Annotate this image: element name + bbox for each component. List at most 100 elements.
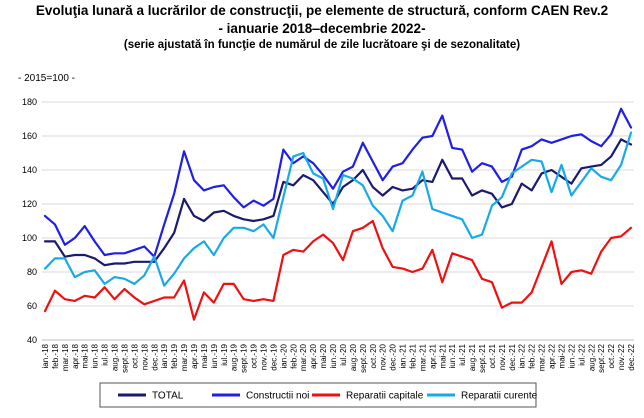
- data-point: [113, 276, 116, 278]
- data-point: [451, 147, 453, 149]
- data-point: [441, 211, 443, 214]
- data-point: [580, 269, 582, 271]
- data-point: [541, 138, 543, 140]
- data-point: [153, 256, 155, 258]
- data-point: [183, 150, 185, 152]
- x-tick-label: mai-22: [557, 343, 566, 368]
- data-point: [531, 189, 533, 191]
- x-tick-label: aug.-19: [230, 343, 239, 371]
- series-line-reparatii-capitale: [43, 219, 633, 321]
- data-point: [243, 218, 245, 220]
- data-point: [431, 249, 433, 251]
- data-point: [471, 194, 473, 197]
- data-point: [94, 257, 96, 259]
- data-point: [233, 196, 235, 198]
- data-point: [560, 138, 563, 140]
- x-tick-label: iun.-20: [329, 343, 338, 368]
- data-point: [461, 256, 463, 258]
- x-tick-label: nov.-21: [498, 343, 507, 370]
- x-tick-label: feb.-20: [289, 343, 298, 368]
- data-point: [580, 133, 582, 135]
- data-point: [302, 251, 304, 253]
- data-point: [133, 296, 135, 299]
- data-point: [590, 140, 592, 142]
- data-point: [292, 155, 294, 157]
- data-point: [94, 240, 96, 242]
- x-tick-label: feb.-21: [408, 343, 417, 368]
- x-tick-label: sept.-21: [478, 343, 487, 372]
- data-point: [74, 237, 76, 239]
- x-tick-label: iul.-21: [458, 343, 467, 365]
- x-tick-label: sept.-20: [359, 343, 368, 372]
- data-point: [74, 276, 76, 278]
- data-point: [252, 220, 255, 222]
- data-point: [153, 300, 155, 302]
- data-point: [332, 188, 334, 190]
- x-tick-label: oct.-20: [369, 343, 378, 368]
- data-point: [521, 183, 523, 185]
- data-point: [272, 215, 275, 217]
- y-tick-label: 100: [22, 233, 37, 243]
- x-tick-label: iun.-18: [91, 343, 100, 368]
- x-tick-label: feb.-22: [528, 343, 537, 368]
- data-point: [163, 296, 165, 299]
- data-point: [580, 181, 582, 183]
- x-tick-label: apr.-18: [71, 343, 80, 368]
- x-tick-label: mar.-18: [61, 343, 70, 371]
- data-point: [620, 138, 622, 140]
- data-point: [630, 126, 632, 129]
- data-point: [64, 257, 66, 259]
- x-tick-label: aug.-20: [349, 343, 358, 371]
- data-point: [541, 160, 543, 163]
- x-tick-label: ian.-20: [279, 343, 288, 368]
- data-point: [143, 303, 145, 305]
- x-tick-label: mai-20: [319, 343, 328, 368]
- data-point: [54, 290, 56, 292]
- y-tick-label: 180: [22, 97, 37, 107]
- data-point: [223, 184, 225, 186]
- data-point: [411, 194, 414, 197]
- data-point: [610, 155, 612, 157]
- data-point: [411, 188, 414, 190]
- data-point: [491, 166, 493, 168]
- data-point: [302, 152, 304, 154]
- y-tick-label: 60: [27, 301, 37, 311]
- data-point: [441, 159, 443, 161]
- data-point: [501, 196, 503, 198]
- data-point: [342, 259, 344, 261]
- data-point: [521, 166, 523, 168]
- data-point: [223, 283, 225, 285]
- chart-subtitle: (serie ajustată în funcţie de numărul de…: [123, 39, 521, 51]
- x-tick-label: iul.-22: [577, 343, 586, 365]
- x-tick-label: iul.-19: [220, 343, 229, 365]
- data-point: [431, 135, 433, 137]
- data-point: [282, 196, 284, 198]
- data-point: [84, 271, 86, 273]
- data-point: [282, 254, 284, 256]
- data-point: [312, 179, 314, 181]
- data-point: [193, 319, 195, 321]
- data-point: [193, 215, 195, 217]
- x-tick-label: mar.-19: [180, 343, 189, 371]
- data-point: [461, 149, 463, 151]
- x-tick-label: apr.-20: [309, 343, 318, 368]
- data-point: [401, 162, 404, 164]
- data-point: [491, 281, 493, 283]
- data-point: [620, 164, 622, 166]
- data-point: [213, 254, 215, 256]
- data-point: [243, 298, 245, 300]
- x-tick-label: nov.-19: [260, 343, 269, 370]
- data-point: [382, 247, 384, 249]
- base-year-note: - 2015=100 -: [18, 73, 75, 84]
- data-point: [362, 142, 364, 144]
- data-point: [610, 237, 612, 239]
- data-point: [372, 205, 374, 207]
- data-point: [352, 166, 354, 168]
- x-tick-label: aug.-21: [468, 343, 477, 371]
- y-tick-label: 80: [27, 267, 37, 277]
- data-point: [550, 240, 553, 242]
- data-point: [193, 179, 195, 181]
- data-point: [570, 194, 573, 197]
- data-point: [243, 206, 245, 208]
- x-tick-label: sept.-19: [240, 343, 249, 372]
